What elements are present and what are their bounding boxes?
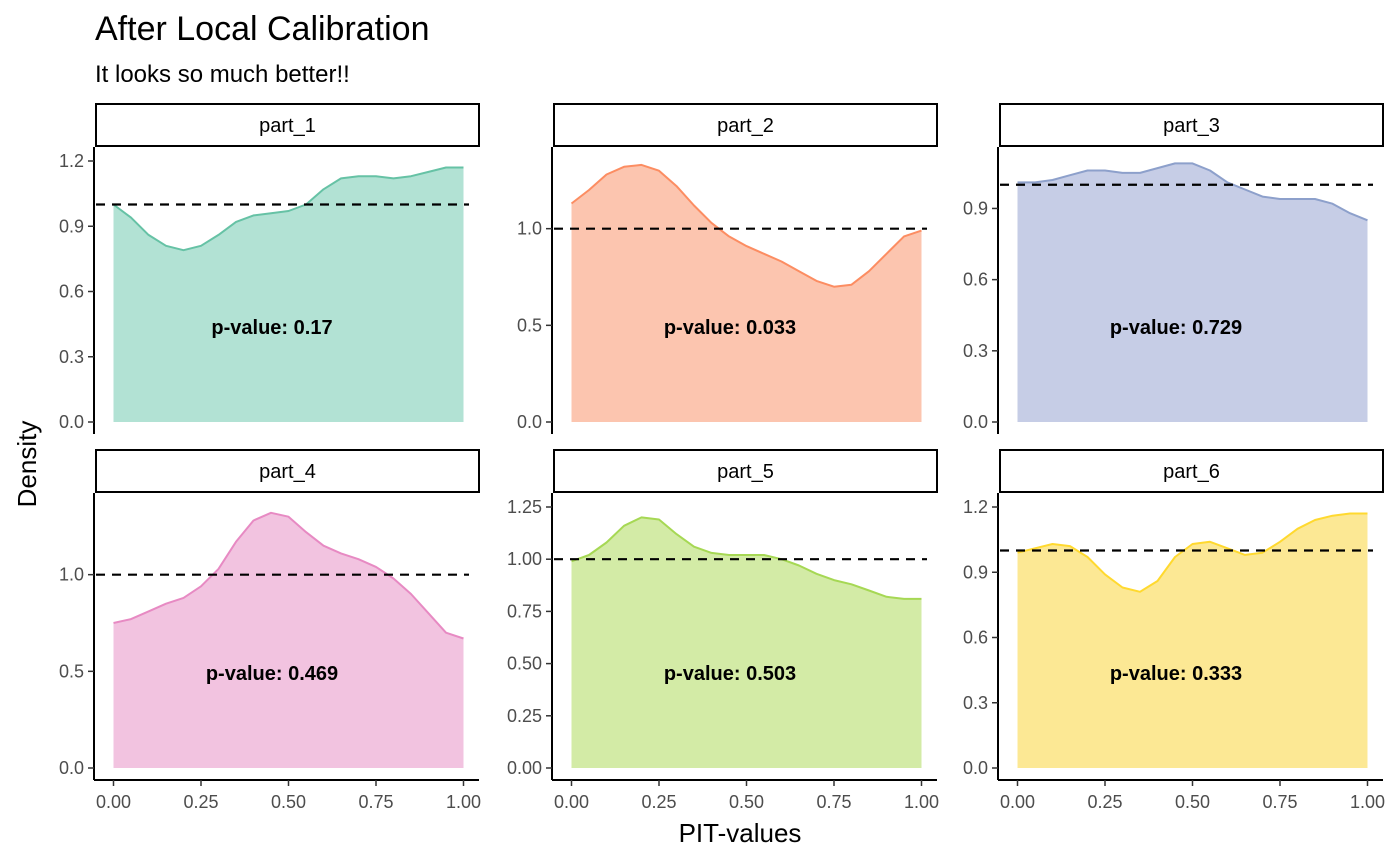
facet-part_6: part_6 p-value: 0.333 0.0 0.3 0.6 0.9 1.2 0.00 0… — [963, 449, 1385, 812]
y-tick-label: 0.9 — [963, 562, 988, 582]
x-tick-label: 0.25 — [1087, 792, 1122, 812]
y-tick-label: 1.2 — [59, 151, 84, 171]
y-tick-label: 0.0 — [59, 758, 84, 778]
facet-strip-label: part_1 — [259, 115, 316, 137]
x-tick-label: 0.25 — [183, 792, 218, 812]
x-tick-label: 0.50 — [729, 792, 764, 812]
y-tick-label: 0.0 — [59, 412, 84, 432]
facet-part_5: part_5 p-value: 0.503 0.00 0.25 0.50 0.75 1.00… — [507, 449, 939, 812]
y-tick-label: 0.9 — [963, 198, 988, 218]
density-area — [571, 164, 922, 422]
x-tick-label: 0.00 — [96, 792, 131, 812]
density-area — [113, 167, 464, 422]
facet-strip — [999, 103, 1384, 147]
x-tick-label: 0.00 — [1000, 792, 1035, 812]
y-tick-label: 0.6 — [963, 628, 988, 648]
y-tick-label: 1.25 — [507, 497, 542, 517]
y-tick-label: 0.0 — [963, 412, 988, 432]
p-value-annotation: p-value: 0.17 — [211, 317, 332, 339]
x-tick-label: 0.50 — [1175, 792, 1210, 812]
y-axis-title: Density — [12, 421, 42, 508]
facet-strip-label: part_5 — [717, 461, 774, 483]
x-tick-label: 1.00 — [904, 792, 939, 812]
facet-strip-label: part_2 — [717, 115, 774, 137]
facet-part_2: part_2 p-value: 0.033 0.0 0.5 1.0 — [517, 103, 938, 434]
density-line — [112, 166, 464, 252]
facet-strip — [553, 449, 938, 493]
y-tick-label: 0.0 — [517, 412, 542, 432]
facet-part_1: part_1 p-value: 0.17 0.0 0.3 0.6 0.9 1.2 — [59, 103, 480, 434]
x-tick-label: 1.00 — [1350, 792, 1385, 812]
x-tick-label: 0.75 — [1262, 792, 1297, 812]
chart-title: After Local Calibration — [95, 10, 430, 48]
p-value-annotation: p-value: 0.333 — [1110, 663, 1242, 685]
x-tick-label: 0.75 — [358, 792, 393, 812]
y-tick-label: 1.0 — [59, 565, 84, 585]
x-tick-label: 0.00 — [554, 792, 589, 812]
y-tick-label: 0.6 — [963, 270, 988, 290]
facet-panels: part_1 p-value: 0.17 0.0 0.3 0.6 0.9 1.2 part_2… — [59, 103, 1385, 812]
facet-strip — [999, 449, 1384, 493]
density-area — [571, 517, 922, 768]
y-tick-label: 0.3 — [963, 341, 988, 361]
y-tick-label: 0.00 — [507, 758, 542, 778]
p-value-annotation: p-value: 0.033 — [664, 317, 796, 339]
x-axis-title: PIT-values — [679, 818, 802, 848]
density-area — [1017, 513, 1368, 768]
facet-strip — [553, 103, 938, 147]
x-tick-label: 0.75 — [816, 792, 851, 812]
y-tick-label: 0.3 — [963, 693, 988, 713]
facet-strip-label: part_4 — [259, 461, 316, 483]
y-tick-label: 1.00 — [507, 549, 542, 569]
x-tick-label: 1.00 — [446, 792, 481, 812]
facet-strip — [95, 103, 480, 147]
y-tick-label: 0.5 — [517, 315, 542, 335]
facet-strip-label: part_6 — [1163, 461, 1220, 483]
p-value-annotation: p-value: 0.729 — [1110, 317, 1242, 339]
density-line — [113, 511, 464, 640]
y-tick-label: 0.0 — [963, 758, 988, 778]
x-tick-label: 0.25 — [641, 792, 676, 812]
p-value-annotation: p-value: 0.503 — [664, 663, 796, 685]
density-area — [1017, 163, 1368, 422]
y-tick-label: 1.0 — [517, 219, 542, 239]
facet-part_3: part_3 p-value: 0.729 0.0 0.3 0.6 0.9 — [963, 103, 1384, 434]
density-line — [1017, 162, 1368, 222]
y-tick-label: 1.2 — [963, 497, 988, 517]
chart-subtitle: It looks so much better!! — [95, 61, 350, 88]
density-line — [1017, 512, 1368, 593]
y-tick-label: 0.5 — [59, 661, 84, 681]
y-tick-label: 0.25 — [507, 706, 542, 726]
y-tick-label: 0.6 — [59, 282, 84, 302]
facet-part_4: part_4 p-value: 0.469 0.0 0.5 1.0 0.00 0.25 0.5… — [59, 449, 481, 812]
p-value-annotation: p-value: 0.469 — [206, 663, 338, 685]
facet-strip — [95, 449, 480, 493]
density-line — [570, 163, 922, 288]
y-tick-label: 0.3 — [59, 347, 84, 367]
density-line — [571, 516, 922, 600]
y-tick-label: 0.50 — [507, 654, 542, 674]
x-tick-label: 0.50 — [271, 792, 306, 812]
density-area — [113, 512, 464, 768]
y-tick-label: 0.9 — [59, 216, 84, 236]
y-tick-label: 0.75 — [507, 601, 542, 621]
facet-strip-label: part_3 — [1163, 115, 1220, 137]
